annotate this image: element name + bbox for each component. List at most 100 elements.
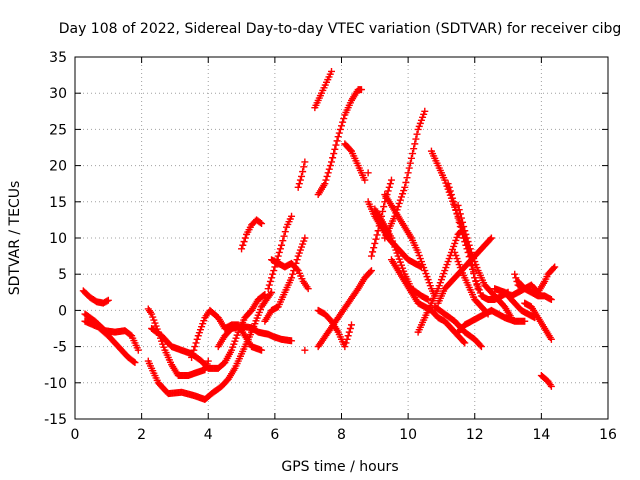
data-point — [385, 183, 393, 191]
y-tick-label: 35 — [49, 50, 67, 66]
data-point — [265, 281, 273, 289]
data-point — [464, 238, 472, 246]
data-point — [346, 325, 354, 332]
data-point — [461, 339, 469, 347]
x-tick-label: 16 — [599, 427, 617, 443]
data-point — [396, 196, 404, 204]
data-point — [401, 183, 409, 191]
series-arc38 — [521, 299, 555, 343]
x-tick-label: 4 — [204, 427, 213, 443]
y-tick-label: 0 — [58, 303, 67, 319]
data-point — [460, 223, 468, 231]
series-arc01 — [79, 287, 112, 307]
data-point — [339, 118, 347, 126]
data-point — [329, 154, 337, 162]
data-point — [483, 309, 491, 317]
chart-title: Day 108 of 2022, Sidereal Day-to-day VTE… — [59, 21, 622, 37]
data-point — [476, 341, 484, 349]
series-arc18 — [314, 267, 375, 351]
data-point — [403, 174, 411, 182]
data-point — [342, 339, 350, 347]
data-point — [288, 212, 296, 220]
data-point — [256, 219, 264, 227]
x-tick-label: 6 — [270, 427, 279, 443]
data-point — [264, 285, 272, 293]
data-point — [131, 359, 139, 367]
y-tick-label: -5 — [53, 340, 67, 356]
data-point — [463, 234, 471, 242]
data-point — [487, 234, 495, 242]
data-point — [406, 159, 414, 167]
data-points — [79, 67, 559, 403]
data-point — [276, 245, 284, 253]
y-tick-label: -10 — [44, 376, 67, 392]
data-point — [344, 332, 352, 340]
data-point — [477, 343, 485, 351]
data-point — [299, 168, 307, 176]
series-arc34 — [451, 248, 492, 318]
data-point — [459, 218, 467, 226]
data-point — [444, 180, 452, 188]
series-arc20 — [364, 169, 372, 177]
series-arc16 — [314, 86, 365, 199]
data-point — [484, 310, 492, 318]
data-point — [336, 125, 344, 133]
data-point — [373, 231, 381, 239]
data-point — [397, 193, 405, 201]
data-point — [321, 180, 329, 188]
data-point — [134, 346, 142, 354]
data-point — [103, 297, 111, 305]
data-point — [461, 227, 469, 235]
data-point — [258, 346, 266, 354]
data-point — [322, 176, 330, 184]
data-point — [399, 190, 407, 198]
series-arc15 — [311, 67, 336, 112]
data-point — [460, 338, 468, 346]
data-point — [466, 245, 474, 253]
data-point — [551, 263, 559, 271]
data-point — [193, 335, 201, 343]
data-point — [293, 265, 301, 273]
data-point — [345, 328, 353, 336]
data-point — [341, 343, 349, 351]
data-point — [521, 317, 529, 325]
series-arc22 — [367, 176, 395, 260]
data-point — [192, 339, 200, 347]
data-point — [386, 180, 394, 188]
data-point — [454, 201, 462, 209]
data-point — [380, 203, 388, 211]
data-point — [104, 296, 112, 304]
data-point — [343, 335, 351, 343]
y-tick-label: 10 — [49, 231, 67, 247]
data-point — [241, 234, 249, 242]
data-point — [512, 274, 520, 282]
data-point — [130, 358, 138, 366]
series-arc30 — [434, 234, 495, 307]
data-point — [335, 129, 343, 137]
data-point — [547, 296, 555, 304]
data-point — [288, 337, 296, 345]
data-point — [338, 122, 345, 130]
series-arc09 — [238, 216, 266, 253]
data-point — [445, 183, 453, 191]
data-point — [260, 291, 268, 299]
data-point — [275, 248, 283, 256]
x-tick-label: 14 — [532, 427, 550, 443]
data-point — [331, 145, 339, 153]
data-point — [204, 357, 212, 365]
series-arc27 — [414, 227, 465, 336]
data-point — [367, 252, 375, 260]
data-point — [547, 382, 555, 390]
series-arc33 — [454, 201, 515, 322]
data-point — [449, 194, 457, 202]
data-point — [347, 321, 355, 329]
data-point — [301, 158, 309, 166]
data-point — [326, 162, 334, 170]
series-arc14 — [301, 346, 309, 354]
data-point — [550, 264, 558, 272]
data-point — [369, 248, 377, 256]
y-tick-label: 30 — [49, 86, 67, 102]
data-point — [465, 241, 473, 249]
x-tick-label: 12 — [466, 427, 484, 443]
data-point — [450, 198, 458, 206]
